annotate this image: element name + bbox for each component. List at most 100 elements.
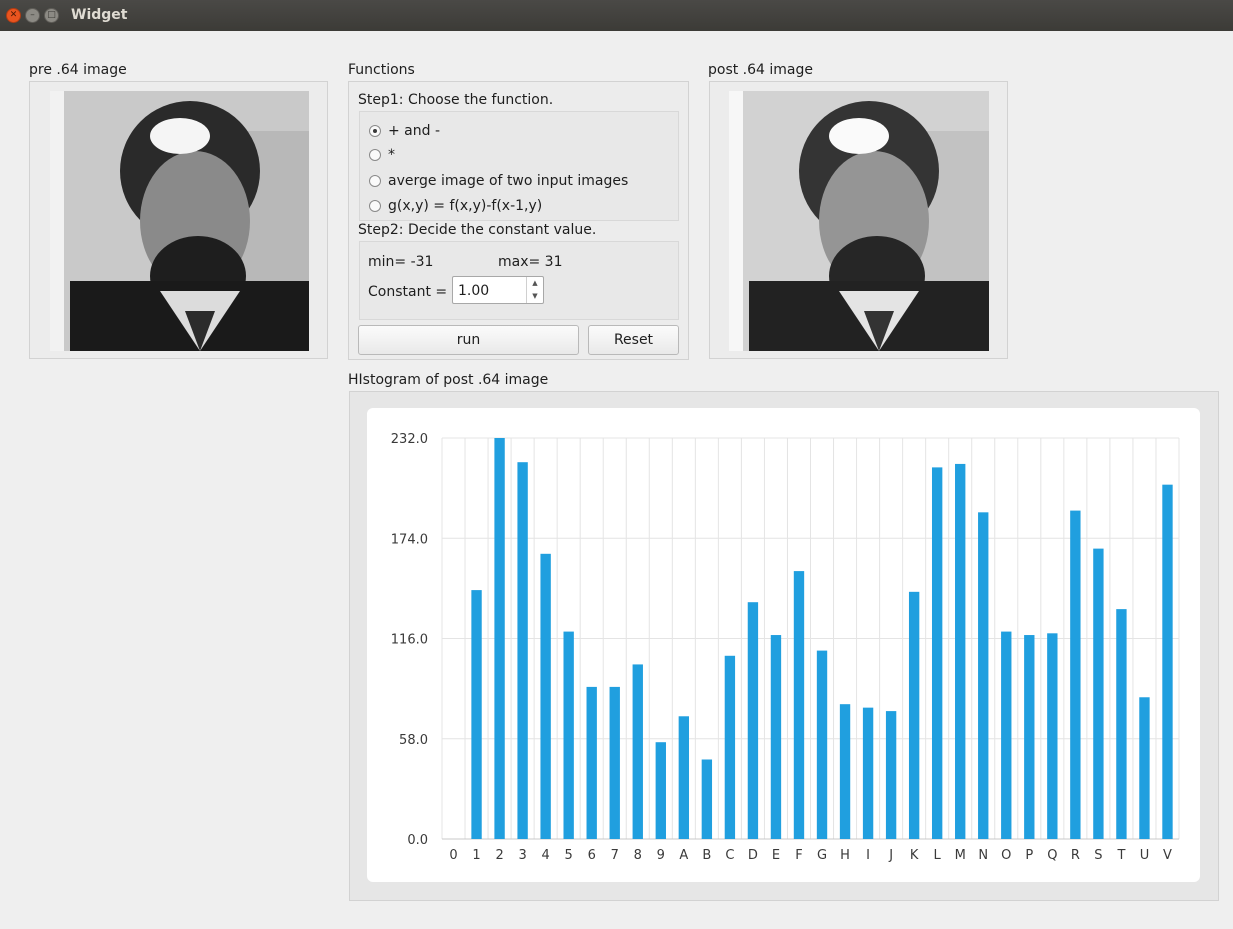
histogram-bar — [770, 635, 782, 839]
y-tick-label: 0.0 — [407, 833, 428, 848]
minimize-window-icon[interactable]: – — [25, 8, 40, 23]
max-text: max= 31 — [498, 254, 563, 270]
x-tick-label: 3 — [518, 848, 526, 863]
radio-label: g(x,y) = f(x,y)-f(x-1,y) — [388, 198, 543, 214]
x-tick-label: 6 — [588, 848, 596, 863]
maximize-window-icon[interactable]: □ — [44, 8, 59, 23]
x-tick-label: 4 — [542, 848, 550, 863]
reset-button[interactable]: Reset — [588, 325, 679, 355]
constant-input[interactable] — [453, 277, 532, 305]
x-tick-label: P — [1025, 848, 1033, 863]
radio-difference[interactable]: g(x,y) = f(x,y)-f(x-1,y) — [369, 198, 542, 214]
post-image-label: post .64 image — [708, 62, 814, 78]
constant-label: Constant = — [368, 284, 448, 300]
x-tick-label: 9 — [657, 848, 665, 863]
histogram-bar — [793, 571, 805, 839]
post-image-panel — [709, 81, 1008, 359]
histogram-bar — [955, 463, 966, 839]
step2-label: Step2: Decide the constant value. — [358, 222, 597, 238]
histogram-bar — [586, 686, 597, 839]
window-titlebar: ✕ – □ Widget — [0, 0, 1233, 31]
histogram-bar — [701, 759, 713, 839]
histogram-bar — [931, 467, 943, 839]
x-tick-label: L — [934, 848, 942, 863]
histogram-bar — [1001, 631, 1012, 839]
x-tick-label: J — [888, 848, 893, 863]
step1-label: Step1: Choose the function. — [358, 92, 554, 108]
histogram-bar — [1070, 510, 1081, 839]
x-tick-label: B — [702, 848, 711, 863]
histogram-bar — [816, 650, 828, 839]
min-text: min= -31 — [368, 254, 434, 270]
close-window-icon[interactable]: ✕ — [6, 8, 21, 23]
radio-unchecked-icon[interactable] — [369, 200, 381, 212]
x-tick-label: 7 — [611, 848, 619, 863]
histogram-bar — [978, 512, 989, 839]
histogram-bar — [517, 462, 528, 839]
pre-image-picture — [50, 91, 309, 351]
radio-multiply[interactable]: * — [369, 147, 395, 163]
x-tick-label: K — [910, 848, 919, 863]
x-tick-label: M — [955, 848, 966, 863]
spin-up-icon[interactable]: ▲ — [532, 279, 538, 287]
radio-unchecked-icon[interactable] — [369, 175, 381, 187]
histogram-bar — [747, 602, 759, 839]
radio-plus-minus[interactable]: + and - — [369, 123, 440, 139]
radio-unchecked-icon[interactable] — [369, 149, 381, 161]
x-tick-label: T — [1116, 848, 1125, 863]
histogram-chart: 0.0 58.0 116.0 174.0 232.0 0 1 2 3 4 5 6 7 8 9 A B C D E F G H… — [391, 432, 1180, 863]
function-options-group — [359, 111, 679, 221]
x-tick-label: O — [1001, 848, 1011, 863]
histogram-bar — [862, 707, 874, 839]
x-tick-label: 2 — [495, 848, 503, 863]
histogram-bar — [885, 711, 897, 839]
histogram-bar — [471, 590, 482, 839]
histogram-bar — [540, 553, 551, 839]
histogram-card: 0.0 58.0 116.0 174.0 232.0 0 1 2 3 4 5 6 7 8 9 A B C D E F G H… — [367, 408, 1200, 882]
radio-checked-icon[interactable] — [369, 125, 381, 137]
x-tick-label: E — [772, 848, 780, 863]
x-tick-label: D — [748, 848, 758, 863]
radio-label: averge image of two input images — [388, 173, 629, 189]
histogram-bar — [1024, 635, 1035, 839]
y-tick-label: 58.0 — [399, 733, 428, 748]
histogram-bar — [563, 631, 574, 839]
x-tick-label: F — [795, 848, 802, 863]
histogram-bar — [1139, 697, 1150, 839]
y-tick-label: 174.0 — [391, 532, 428, 547]
spin-arrows: ▲ ▼ — [526, 277, 543, 303]
radio-label: * — [388, 147, 395, 163]
x-tick-label: R — [1071, 848, 1080, 863]
histogram-bar — [609, 686, 620, 839]
x-tick-label: C — [725, 848, 734, 863]
x-tick-label: 5 — [565, 848, 573, 863]
histogram-bar — [678, 716, 690, 839]
histogram-bar — [1162, 484, 1173, 839]
spin-down-icon[interactable]: ▼ — [532, 292, 538, 300]
x-tick-label: H — [840, 848, 850, 863]
pre-image-label: pre .64 image — [29, 62, 127, 78]
x-tick-label: 8 — [634, 848, 642, 863]
radio-average[interactable]: averge image of two input images — [369, 173, 628, 189]
window-title: Widget — [71, 7, 128, 23]
x-tick-label: A — [679, 848, 688, 863]
histogram-bar — [632, 664, 643, 839]
histogram-label: HIstogram of post .64 image — [348, 372, 549, 388]
histogram-bar — [1047, 633, 1058, 839]
histogram-bar — [494, 438, 505, 839]
x-tick-label: 1 — [472, 848, 480, 863]
histogram-bar — [1116, 609, 1127, 839]
x-tick-label: 0 — [449, 848, 457, 863]
histogram-bar — [908, 591, 920, 839]
functions-label: Functions — [348, 62, 415, 78]
post-image-picture — [729, 91, 989, 351]
x-tick-label: N — [978, 848, 988, 863]
histogram-bar — [1093, 548, 1104, 839]
y-tick-label: 232.0 — [391, 432, 428, 447]
histogram-bar — [655, 742, 666, 839]
constant-spinbox[interactable]: ▲ ▼ — [452, 276, 544, 305]
x-tick-label: I — [866, 848, 870, 863]
histogram-bar — [724, 655, 736, 839]
x-tick-label: U — [1140, 848, 1150, 863]
run-button[interactable]: run — [358, 325, 579, 355]
